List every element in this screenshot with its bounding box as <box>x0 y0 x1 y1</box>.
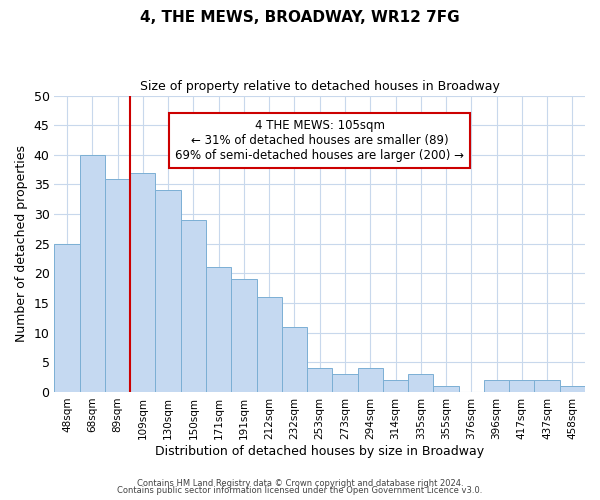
Text: Contains public sector information licensed under the Open Government Licence v3: Contains public sector information licen… <box>118 486 482 495</box>
Bar <box>383 380 408 392</box>
Text: 4 THE MEWS: 105sqm
← 31% of detached houses are smaller (89)
69% of semi-detache: 4 THE MEWS: 105sqm ← 31% of detached hou… <box>175 120 464 162</box>
Title: Size of property relative to detached houses in Broadway: Size of property relative to detached ho… <box>140 80 500 93</box>
Bar <box>80 155 105 392</box>
Text: Contains HM Land Registry data © Crown copyright and database right 2024.: Contains HM Land Registry data © Crown c… <box>137 478 463 488</box>
X-axis label: Distribution of detached houses by size in Broadway: Distribution of detached houses by size … <box>155 444 484 458</box>
Text: 4, THE MEWS, BROADWAY, WR12 7FG: 4, THE MEWS, BROADWAY, WR12 7FG <box>140 10 460 25</box>
Bar <box>535 380 560 392</box>
Bar <box>408 374 433 392</box>
Bar <box>484 380 509 392</box>
Bar <box>560 386 585 392</box>
Bar <box>55 244 80 392</box>
Bar <box>231 280 257 392</box>
Bar <box>181 220 206 392</box>
Bar <box>433 386 458 392</box>
Bar <box>307 368 332 392</box>
Bar <box>130 172 155 392</box>
Bar <box>358 368 383 392</box>
Bar <box>282 326 307 392</box>
Bar <box>206 268 231 392</box>
Bar <box>155 190 181 392</box>
Bar <box>332 374 358 392</box>
Y-axis label: Number of detached properties: Number of detached properties <box>15 146 28 342</box>
Bar <box>105 178 130 392</box>
Bar <box>257 297 282 392</box>
Bar <box>509 380 535 392</box>
